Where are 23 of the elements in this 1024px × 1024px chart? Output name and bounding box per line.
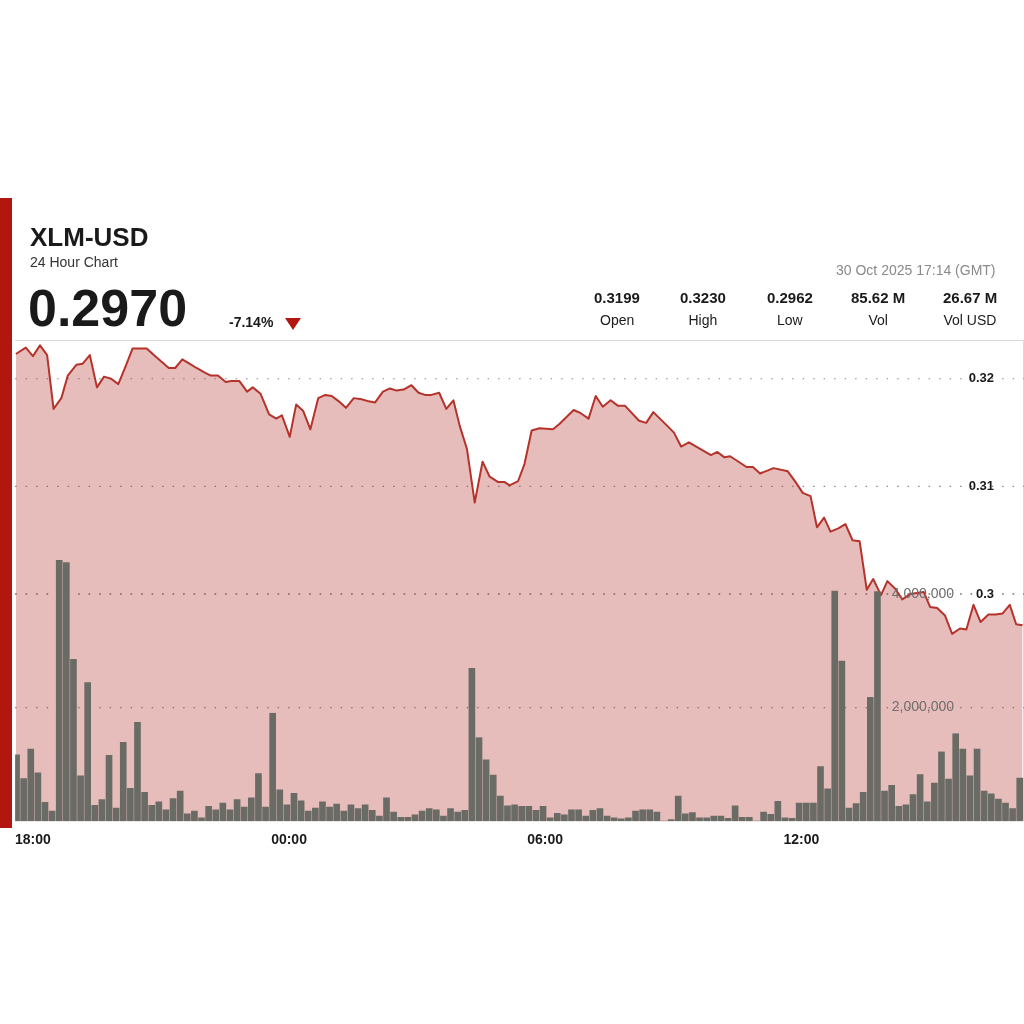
- text: 0.2962: [767, 289, 813, 306]
- x-tick-label: 18:00: [15, 831, 52, 848]
- text: 0.3199: [594, 289, 640, 306]
- y-tick-label: 0.3: [975, 585, 994, 601]
- text: 85.62 M: [851, 289, 906, 306]
- x-tick-label: 06:00: [527, 831, 564, 848]
- chart-subtitle: 24 Hour Chart: [30, 254, 118, 270]
- x-tick-label: 00:00: [271, 831, 308, 848]
- text: 26.67 M: [943, 289, 998, 306]
- y2-tick-label: 2,000,000: [891, 698, 955, 715]
- text: Open: [600, 312, 635, 328]
- text: -7.14%: [229, 314, 274, 330]
- y-tick-label: 0.31: [968, 477, 994, 493]
- text: High: [688, 312, 718, 328]
- text: Vol: [868, 312, 888, 328]
- y-tick-label: 0.32: [968, 370, 994, 386]
- text: 30 Oct 2025 17:14 (GMT): [836, 262, 996, 278]
- chart-title: XLM-USD: [30, 222, 149, 253]
- text: Vol USD: [943, 312, 997, 328]
- text: 0.3230: [680, 289, 726, 306]
- text: Low: [777, 312, 803, 328]
- text: 0.2970: [28, 278, 188, 338]
- x-tick-label: 12:00: [783, 831, 820, 848]
